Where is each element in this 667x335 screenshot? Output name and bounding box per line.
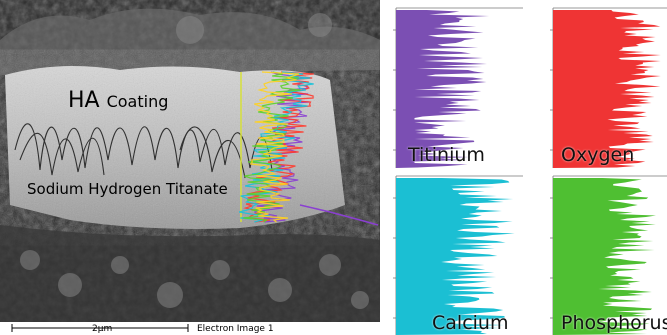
- element-profile: [396, 178, 515, 335]
- titanium-label: Titinium: [408, 144, 485, 166]
- element-profile: [396, 10, 490, 168]
- linescan-overlay: [238, 71, 379, 226]
- oxygen-label: Oxygen: [561, 144, 635, 166]
- element-profile: [553, 178, 656, 335]
- phosphorus-label: Phosphorus: [561, 312, 667, 334]
- scale-bar-label: 2μm: [92, 324, 113, 334]
- substrate-label: Sodium Hydrogen Titanate: [27, 180, 228, 198]
- element-profile: [553, 10, 661, 168]
- phosphorus-profile: [550, 175, 667, 335]
- coating-label: Coating: [106, 92, 169, 111]
- linescan-trace: [249, 71, 300, 223]
- ha-coating-label: HA Coating: [68, 88, 168, 113]
- linescan-trace: [238, 71, 314, 223]
- electron-image-label: Electron Image 1: [197, 324, 274, 334]
- ha-label: HA: [68, 88, 100, 113]
- titanium-map-panel: Titinium: [380, 0, 523, 168]
- oxygen-profile: [550, 7, 667, 168]
- sem-image: [0, 0, 380, 332]
- linescan-trace: [243, 71, 314, 223]
- sem-micrograph: HA Coating Sodium Hydrogen Titanate 2μm …: [0, 0, 380, 335]
- linescan-trace: [243, 71, 301, 223]
- linescan-trace: [254, 71, 310, 223]
- titanium-profile: [393, 7, 523, 168]
- calcium-label: Calcium: [432, 312, 509, 334]
- calcium-profile: [393, 175, 523, 335]
- linescan-tail: [299, 204, 379, 226]
- oxygen-map-panel: Oxygen: [533, 0, 667, 168]
- phosphorus-map-panel: Phosphorus: [533, 168, 667, 335]
- calcium-map-panel: Calcium: [380, 168, 523, 335]
